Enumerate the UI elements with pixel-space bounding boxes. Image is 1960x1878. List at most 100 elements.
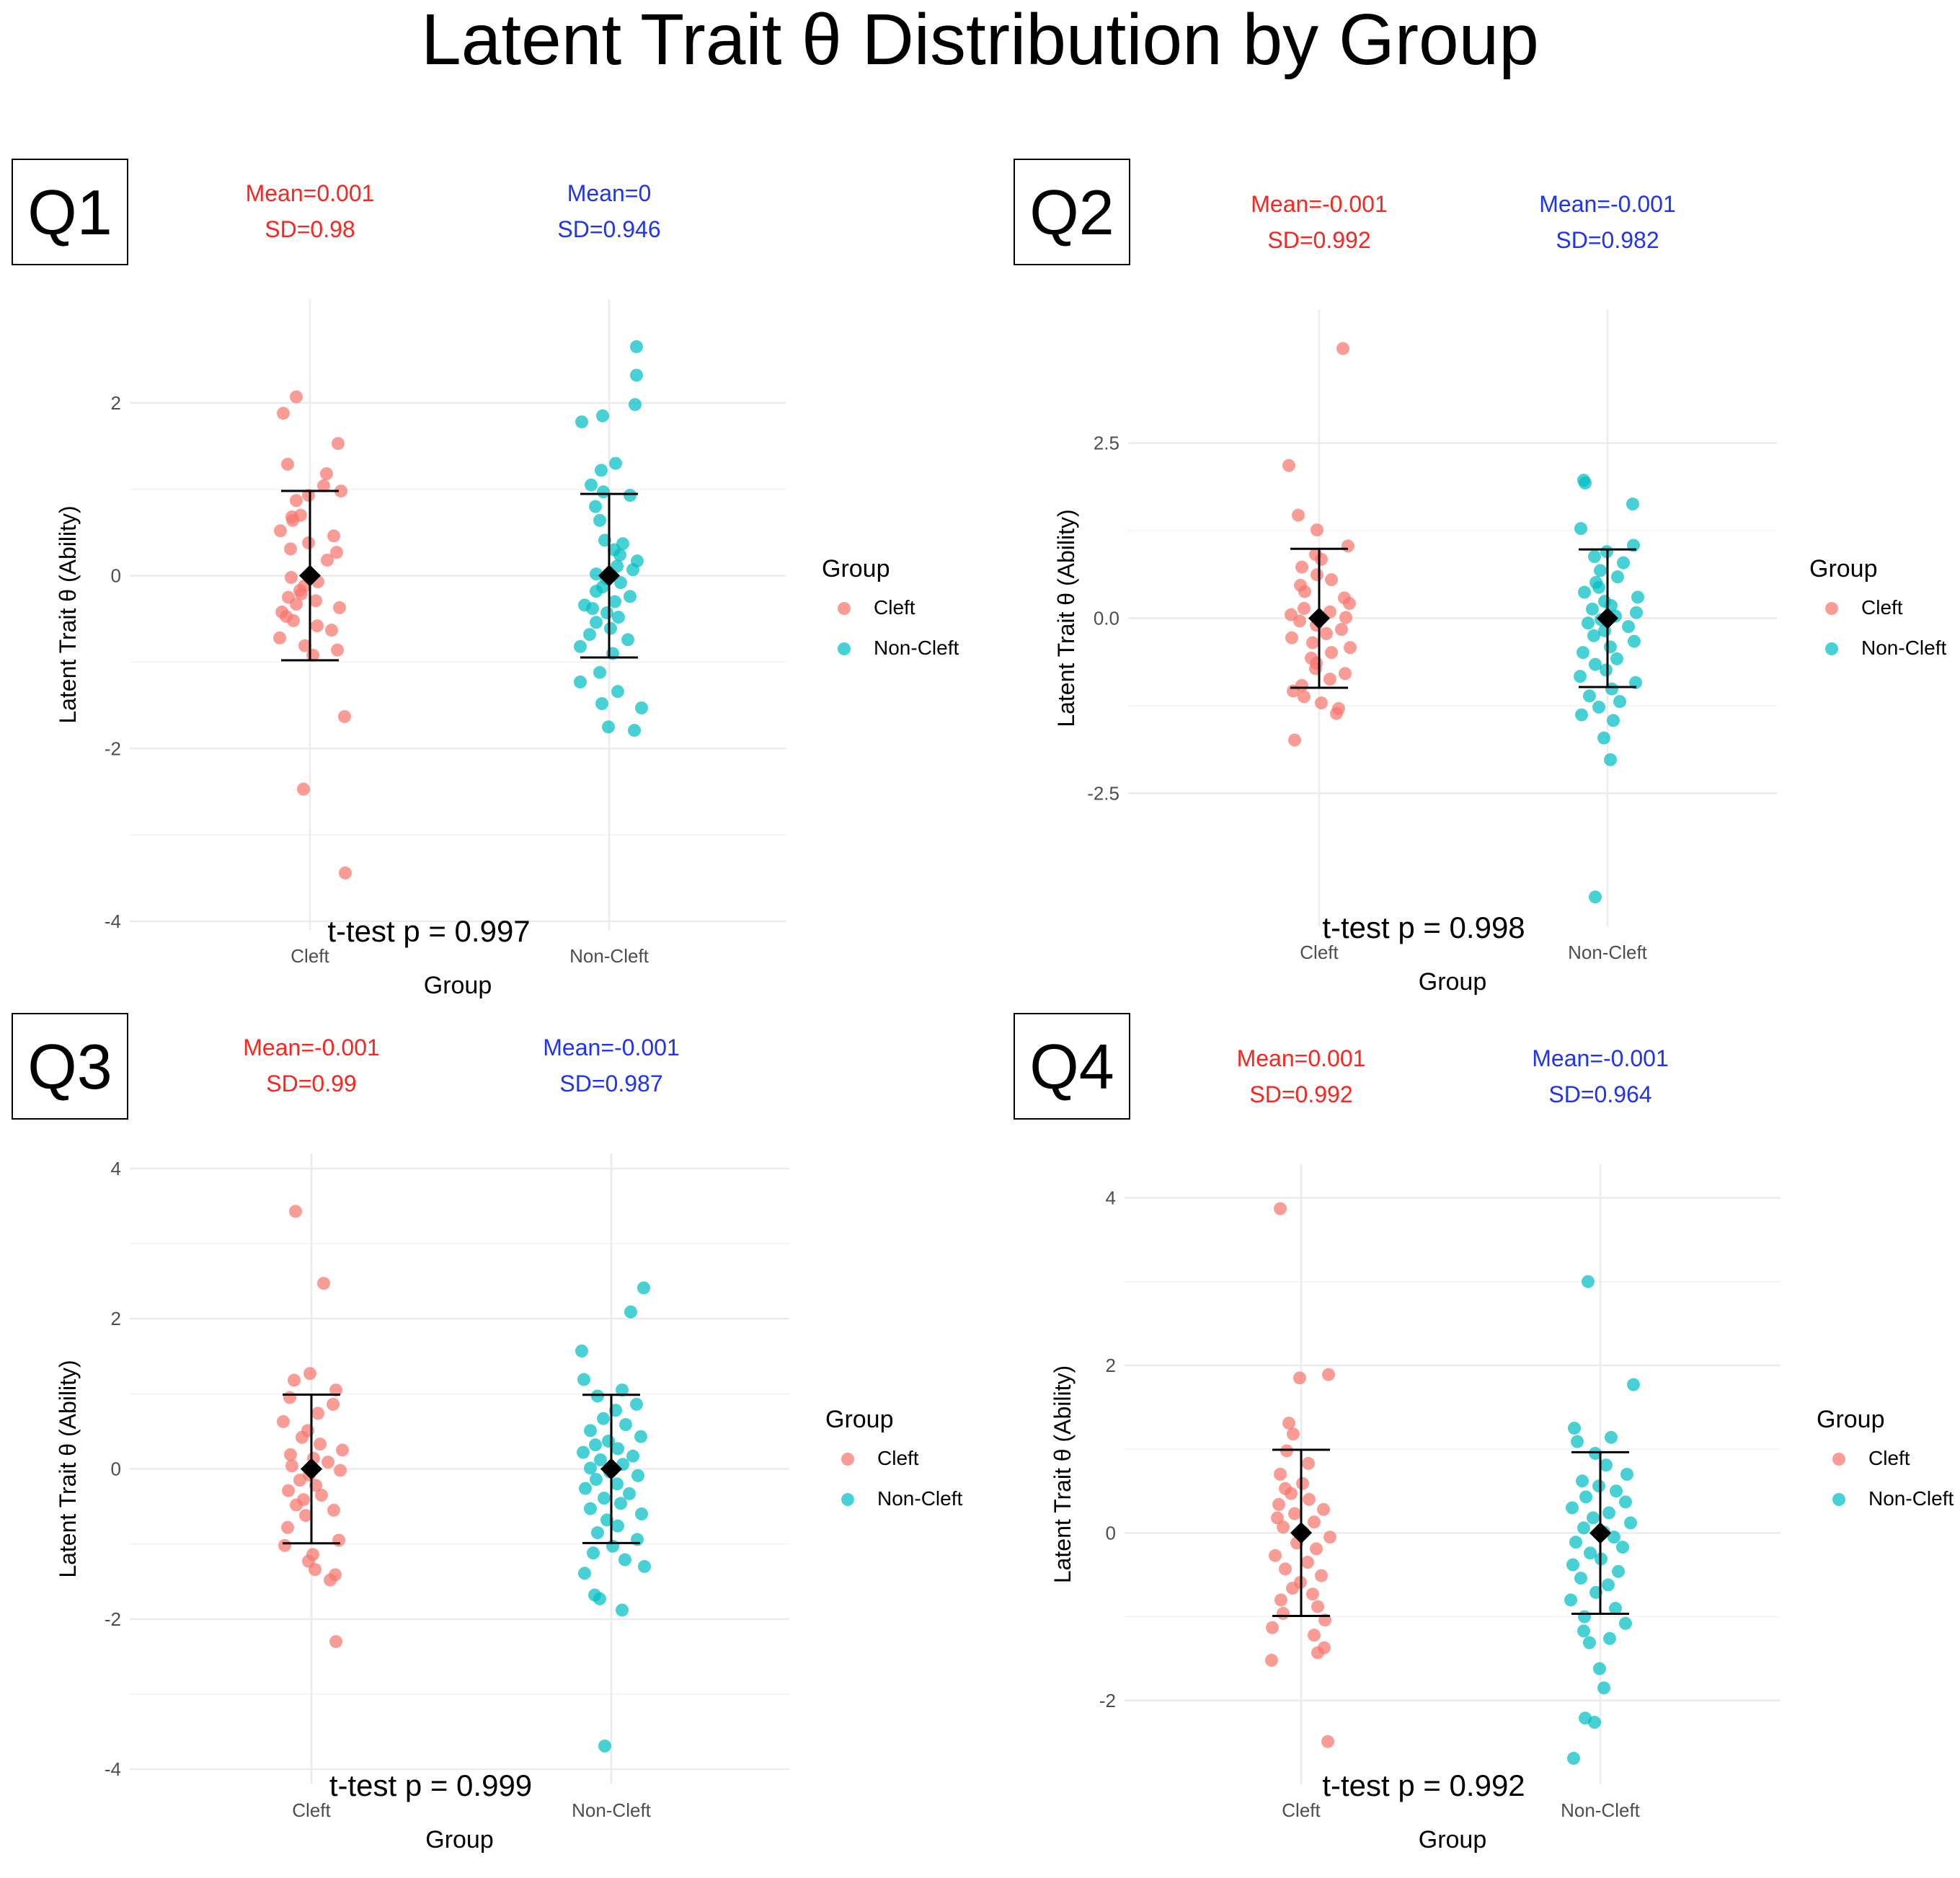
y-tick-label: -4: [105, 911, 121, 932]
data-point: [1325, 646, 1338, 660]
data-point: [604, 621, 617, 635]
data-point: [1575, 708, 1588, 722]
ttest-label: t-test p = 0.998: [1322, 911, 1525, 944]
data-point: [277, 1414, 290, 1428]
mean-annotation: Mean=-0.001: [1539, 191, 1676, 217]
data-point: [602, 720, 615, 734]
data-point: [1622, 620, 1635, 634]
data-point: [1619, 1616, 1632, 1630]
data-point: [1582, 1275, 1595, 1288]
legend-dot-icon: [841, 1493, 854, 1506]
mean-marker: [600, 1458, 622, 1480]
data-point: [288, 1373, 301, 1387]
data-point: [331, 643, 344, 657]
data-point: [1293, 1371, 1306, 1385]
data-point: [321, 553, 334, 567]
data-point: [1288, 1507, 1301, 1520]
data-point: [1302, 1456, 1315, 1470]
y-tick-label: 2.5: [1094, 433, 1119, 454]
data-point: [1613, 695, 1626, 709]
legend-item-cleft: Cleft: [822, 595, 995, 624]
legend-dot-icon: [838, 602, 851, 615]
data-point: [1574, 1572, 1587, 1585]
data-point: [590, 1473, 603, 1487]
ttest-label: t-test p = 0.999: [329, 1768, 533, 1802]
data-point: [1336, 342, 1349, 355]
data-point: [327, 529, 340, 543]
data-point: [290, 1498, 303, 1512]
data-point: [329, 1383, 342, 1397]
panel-label: Q4: [1014, 1013, 1130, 1120]
y-tick-label: -2: [1099, 1690, 1116, 1711]
chart-title: Latent Trait θ Distribution by Group: [421, 0, 1539, 80]
mean-annotation: Mean=-0.001: [1532, 1045, 1669, 1071]
sd-annotation: SD=0.99: [266, 1071, 357, 1097]
sd-annotation: SD=0.982: [1556, 227, 1659, 253]
data-point: [322, 1456, 334, 1469]
data-point: [1589, 657, 1602, 671]
series-non-cleft: [574, 340, 648, 738]
y-tick-label: 0: [111, 565, 121, 587]
data-point: [281, 457, 294, 471]
y-tick-label: -2: [105, 738, 121, 759]
data-point: [320, 467, 333, 481]
panel-label: Q1: [12, 159, 128, 265]
data-point: [1604, 753, 1617, 766]
data-point: [611, 1442, 624, 1456]
legend-label: Non-Cleft: [1868, 1487, 1954, 1510]
data-point: [1620, 1468, 1633, 1481]
data-point: [1298, 585, 1311, 598]
data-point: [618, 1553, 631, 1567]
data-point: [1298, 690, 1311, 704]
data-point: [575, 1344, 588, 1357]
data-point: [590, 585, 603, 598]
data-point: [593, 1592, 606, 1605]
data-point: [303, 1367, 316, 1381]
y-tick-label: -4: [105, 1758, 121, 1780]
series-cleft: [1265, 1202, 1336, 1748]
panel-label: Q2: [1014, 159, 1130, 265]
data-point: [1285, 631, 1298, 645]
data-point: [575, 415, 588, 429]
sd-annotation: SD=0.992: [1249, 1081, 1353, 1107]
data-point: [624, 489, 637, 502]
legend-item-cleft: Cleft: [825, 1445, 998, 1474]
data-point: [609, 456, 622, 470]
y-tick-label: 2: [1106, 1355, 1116, 1376]
data-point: [630, 340, 643, 353]
data-point: [298, 639, 311, 652]
data-point: [311, 619, 324, 633]
data-point: [1311, 1646, 1324, 1660]
data-point: [590, 616, 603, 629]
data-point: [1579, 476, 1592, 490]
mean-marker: [598, 564, 620, 587]
data-point: [608, 595, 621, 608]
data-point: [1285, 1487, 1298, 1500]
data-point: [1266, 1621, 1279, 1634]
data-point: [616, 1603, 629, 1617]
data-point: [1569, 1536, 1582, 1549]
data-point: [1315, 1569, 1328, 1582]
y-axis-title: Latent Trait θ (Ability): [1050, 1365, 1076, 1583]
data-point: [1311, 523, 1323, 537]
data-point: [574, 675, 587, 688]
data-point: [1568, 1422, 1581, 1435]
data-point: [284, 1448, 297, 1461]
data-point: [614, 1497, 627, 1510]
plot-svg: -4 -2 0 2 Cleft Non-Cleft Latent Trait θ (Abil…: [55, 299, 786, 967]
data-point: [1579, 1490, 1592, 1504]
data-point: [595, 696, 608, 710]
sd-annotation: SD=0.987: [559, 1071, 663, 1097]
data-point: [290, 494, 303, 508]
data-point: [311, 1407, 324, 1420]
data-point: [1315, 552, 1328, 566]
y-axis-title: Latent Trait θ (Ability): [55, 505, 81, 723]
data-point: [1610, 1484, 1623, 1498]
x-tick-label: Non-Cleft: [1568, 942, 1648, 963]
data-point: [285, 570, 298, 584]
data-point: [1301, 1556, 1314, 1569]
data-point: [1616, 1541, 1629, 1554]
data-point: [327, 1397, 340, 1411]
y-tick-label: 4: [1106, 1187, 1116, 1208]
data-point: [1578, 585, 1591, 599]
